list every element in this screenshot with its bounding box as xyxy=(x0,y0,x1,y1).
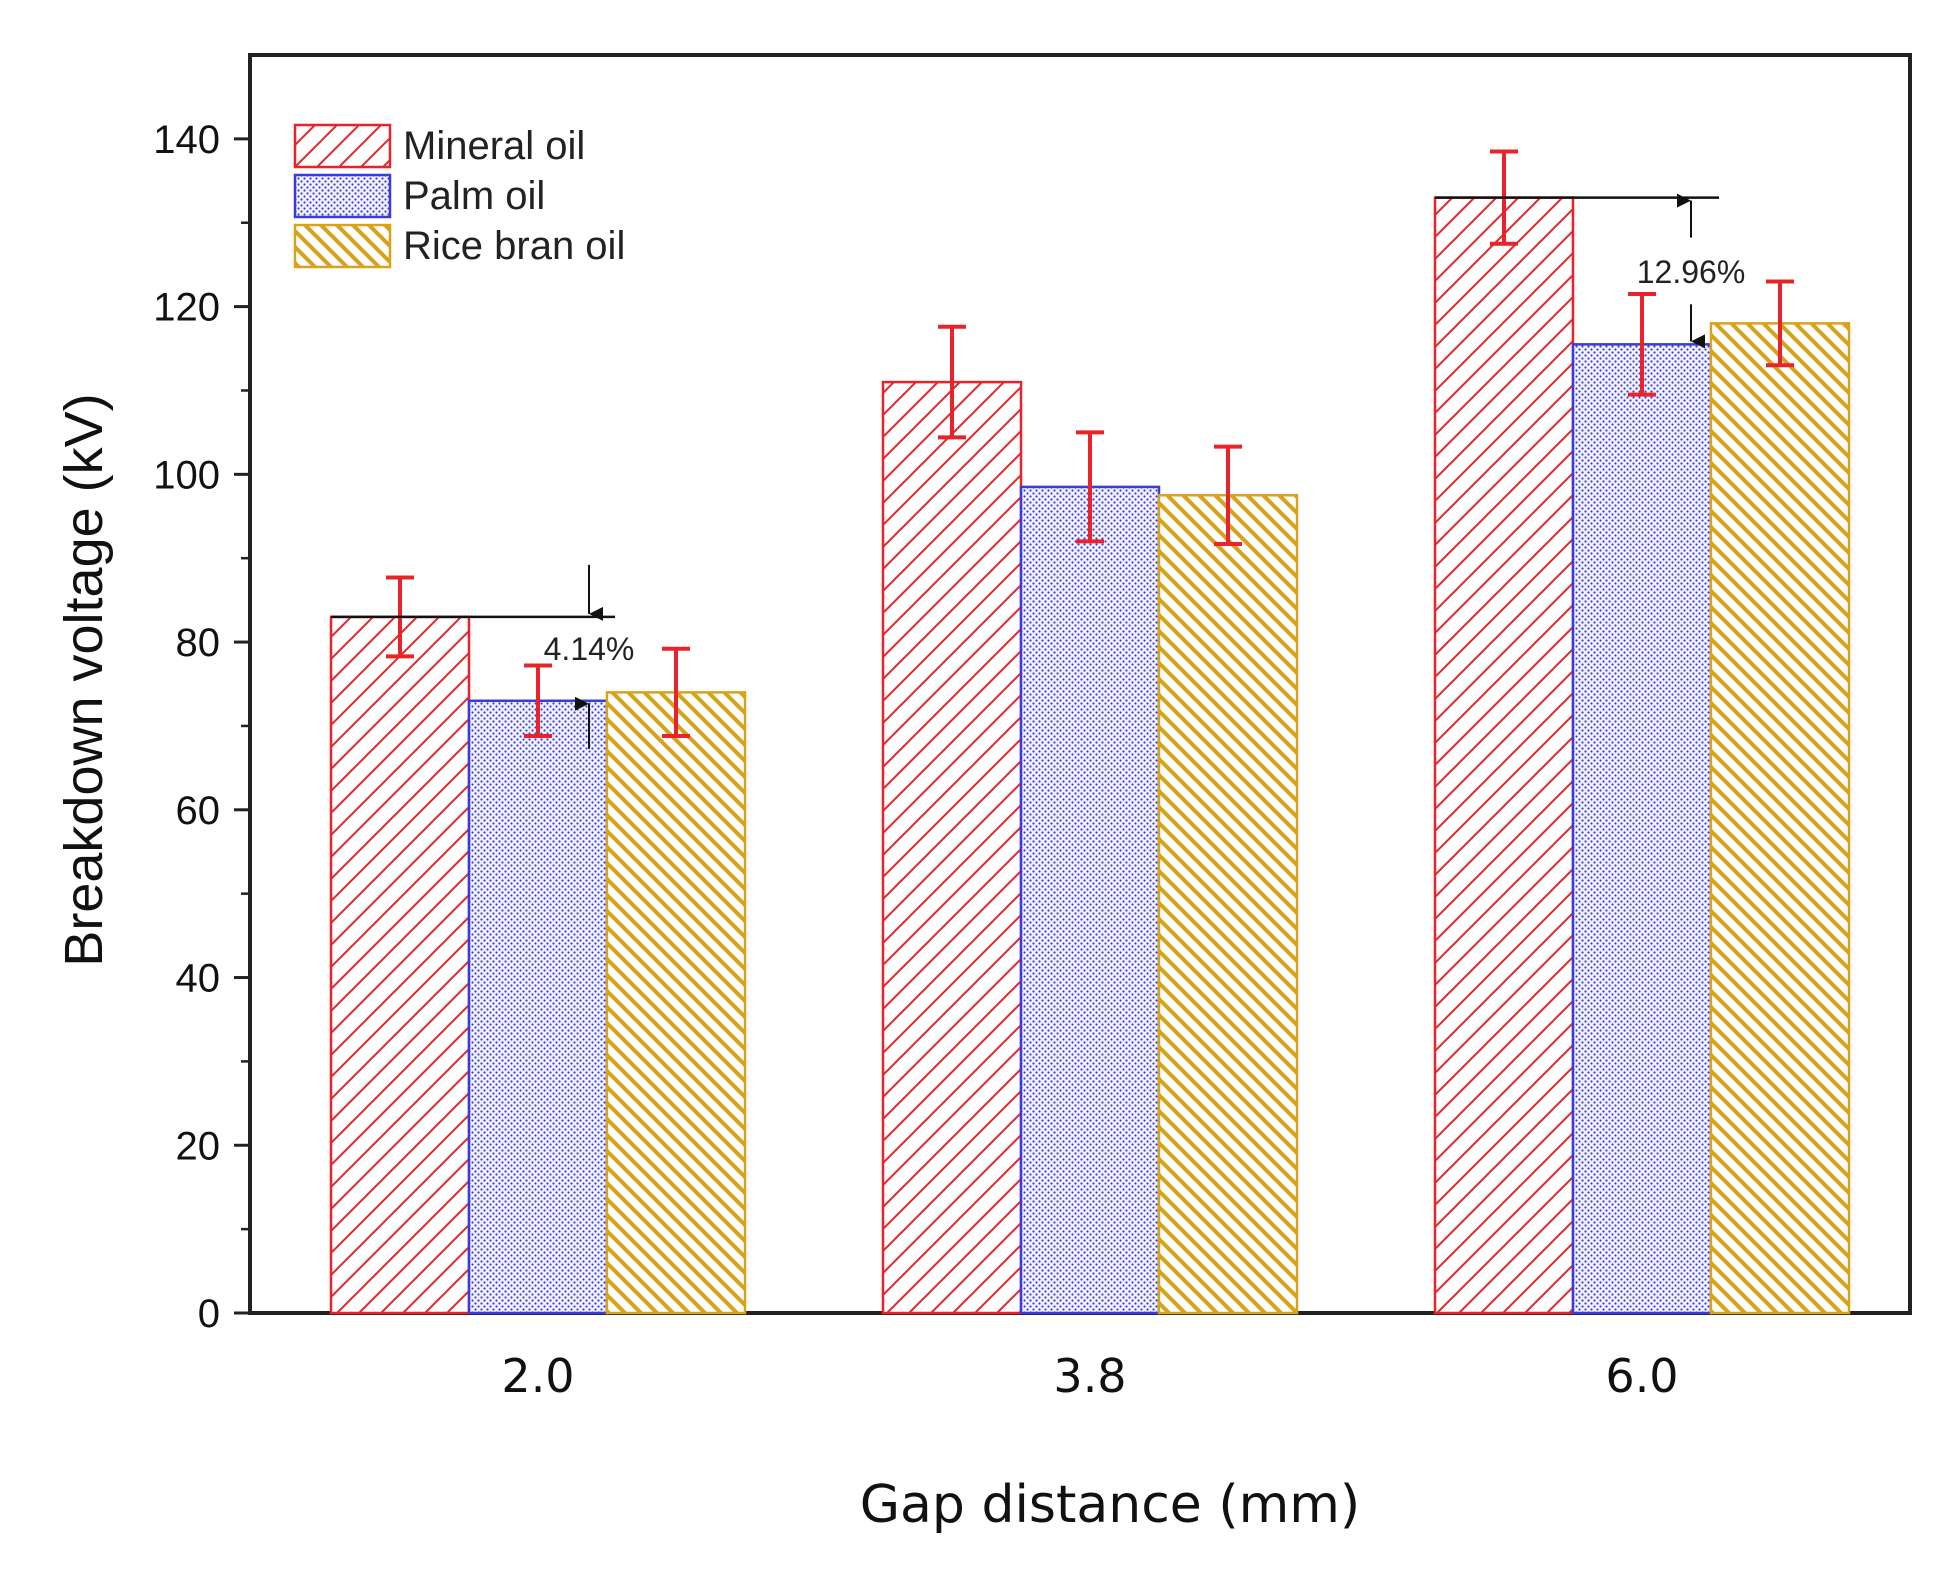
x-tick-label: 2.0 xyxy=(501,1349,574,1403)
y-axis-title: Breakdown voltage (kV) xyxy=(54,393,114,966)
bar-rice-bran-oil xyxy=(605,691,747,1315)
bar-rice-bran-oil xyxy=(1709,322,1851,1315)
error-bar xyxy=(1766,279,1794,368)
error-bar xyxy=(1076,430,1104,544)
x-axis-title: Gap distance (mm) xyxy=(860,1475,1360,1535)
bar-mineral-oil xyxy=(329,615,471,1315)
annotations-layer: 4.14% 12.96% xyxy=(331,193,1746,749)
x-tick-label: 6.0 xyxy=(1605,1349,1678,1403)
bar-palm-oil xyxy=(1019,485,1161,1315)
y-tick-label: 0 xyxy=(198,1292,220,1336)
bar-mineral-oil xyxy=(881,380,1023,1315)
annotation-label: 4.14% xyxy=(544,631,635,667)
x-axis: 2.0 3.8 6.0 xyxy=(501,1349,1678,1403)
legend-label-mineral-oil: Mineral oil xyxy=(403,124,585,168)
y-tick-label: 140 xyxy=(153,118,220,162)
legend-label-palm-oil: Palm oil xyxy=(403,174,545,218)
y-tick-label: 100 xyxy=(153,453,220,497)
bar-palm-oil xyxy=(467,699,609,1315)
error-bar xyxy=(1628,292,1656,397)
legend-swatch-rice-bran-oil xyxy=(293,223,392,269)
legend: Mineral oil Palm oil Rice bran oil xyxy=(293,123,625,269)
bar-palm-oil xyxy=(1571,343,1713,1315)
error-bar xyxy=(1214,444,1242,546)
legend-swatch-palm-oil xyxy=(293,173,392,219)
difference-annotation: 4.14% xyxy=(331,564,635,749)
bars-layer xyxy=(329,196,1851,1315)
annotation-label: 12.96% xyxy=(1637,254,1746,290)
y-tick-label: 80 xyxy=(176,621,221,665)
error-bar xyxy=(938,324,966,440)
y-tick-label: 60 xyxy=(176,789,221,833)
y-tick-label: 20 xyxy=(176,1124,221,1168)
x-tick-label: 3.8 xyxy=(1053,1349,1126,1403)
bar-rice-bran-oil xyxy=(1157,494,1299,1315)
legend-swatch-mineral-oil xyxy=(293,123,392,169)
difference-annotation: 12.96% xyxy=(1435,193,1746,349)
y-tick-label: 120 xyxy=(153,286,220,330)
error-bar xyxy=(524,663,552,738)
y-tick-label: 40 xyxy=(176,957,221,1001)
bar-mineral-oil xyxy=(1433,196,1575,1315)
error-bar xyxy=(662,646,690,738)
legend-label-rice-bran-oil: Rice bran oil xyxy=(403,224,625,268)
y-axis: 0 20 40 60 80 100 120 140 xyxy=(153,118,250,1336)
